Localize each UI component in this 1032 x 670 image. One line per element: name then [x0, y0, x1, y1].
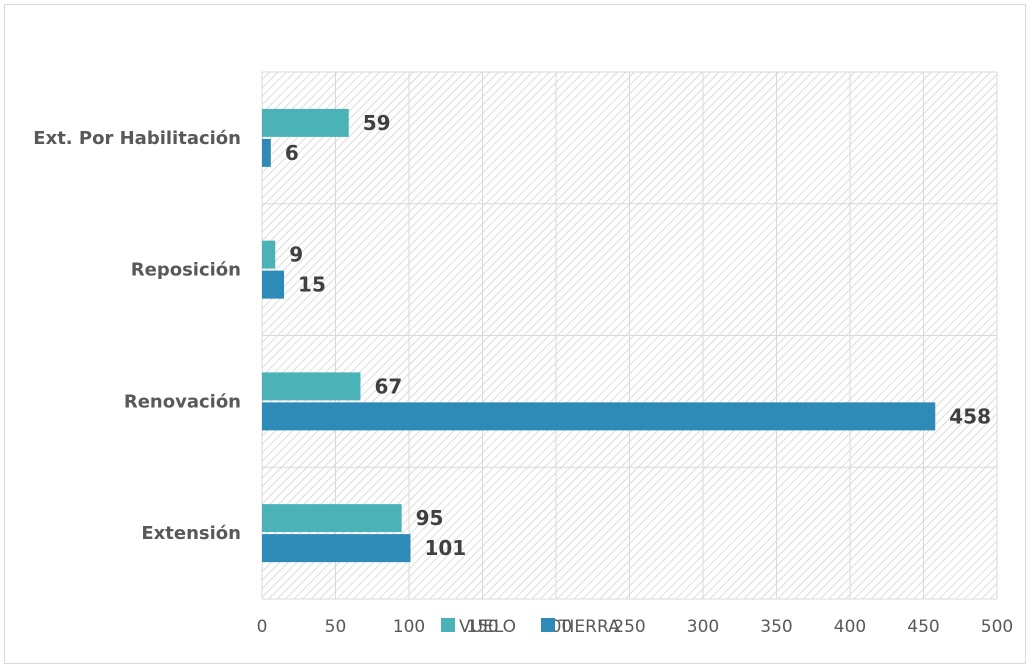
legend-swatch-tierra	[541, 618, 555, 632]
x-tick-label: 250	[613, 617, 645, 637]
data-label: 458	[949, 404, 991, 428]
legend-label-tierra: TIERRA	[558, 617, 620, 637]
bar-vuelo	[262, 108, 349, 137]
data-label: 9	[289, 243, 303, 267]
data-label: 67	[374, 374, 402, 398]
x-tick-label: 300	[687, 617, 719, 637]
bar-tierra	[262, 402, 936, 431]
bar-vuelo	[262, 240, 276, 269]
bar-tierra	[262, 138, 271, 167]
category-label: Ext. Por Habilitación	[33, 128, 241, 149]
bar-vuelo	[262, 372, 361, 401]
x-tick-label: 50	[325, 617, 347, 637]
x-tick-label: 100	[393, 617, 425, 637]
data-label: 6	[285, 141, 299, 165]
data-label: 15	[298, 273, 326, 297]
x-tick-label: 0	[257, 617, 268, 637]
x-tick-label: 500	[981, 617, 1013, 637]
x-tick-label: 150	[466, 617, 498, 637]
x-tick-label: 450	[907, 617, 939, 637]
category-label: Reposición	[131, 260, 241, 281]
chart-frame: 59 6 9 15 67 458 95 101 0 50 100 150 200 250 300 350 40…	[4, 4, 1026, 664]
legend-label-vuelo: VUELO	[459, 617, 516, 637]
data-label: 59	[363, 111, 391, 135]
bar-tierra	[262, 270, 285, 299]
bar-tierra	[262, 534, 411, 563]
category-label: Renovación	[124, 391, 241, 412]
category-label: Extensión	[141, 523, 241, 544]
legend-swatch-vuelo	[441, 618, 455, 632]
x-tick-label: 350	[760, 617, 792, 637]
data-label: 95	[416, 506, 444, 530]
x-tick-label: 400	[834, 617, 866, 637]
data-label: 101	[424, 536, 466, 560]
bar-vuelo	[262, 504, 402, 533]
